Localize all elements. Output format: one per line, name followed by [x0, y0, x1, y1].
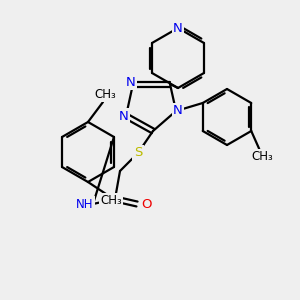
Text: N: N	[173, 22, 183, 34]
Text: S: S	[134, 146, 142, 160]
Text: O: O	[142, 197, 152, 211]
Text: NH: NH	[76, 197, 94, 211]
Text: N: N	[126, 76, 136, 88]
Text: CH₃: CH₃	[100, 194, 122, 208]
Text: CH₃: CH₃	[94, 88, 116, 100]
Text: N: N	[173, 104, 183, 118]
Text: CH₃: CH₃	[251, 151, 273, 164]
Text: N: N	[119, 110, 129, 122]
